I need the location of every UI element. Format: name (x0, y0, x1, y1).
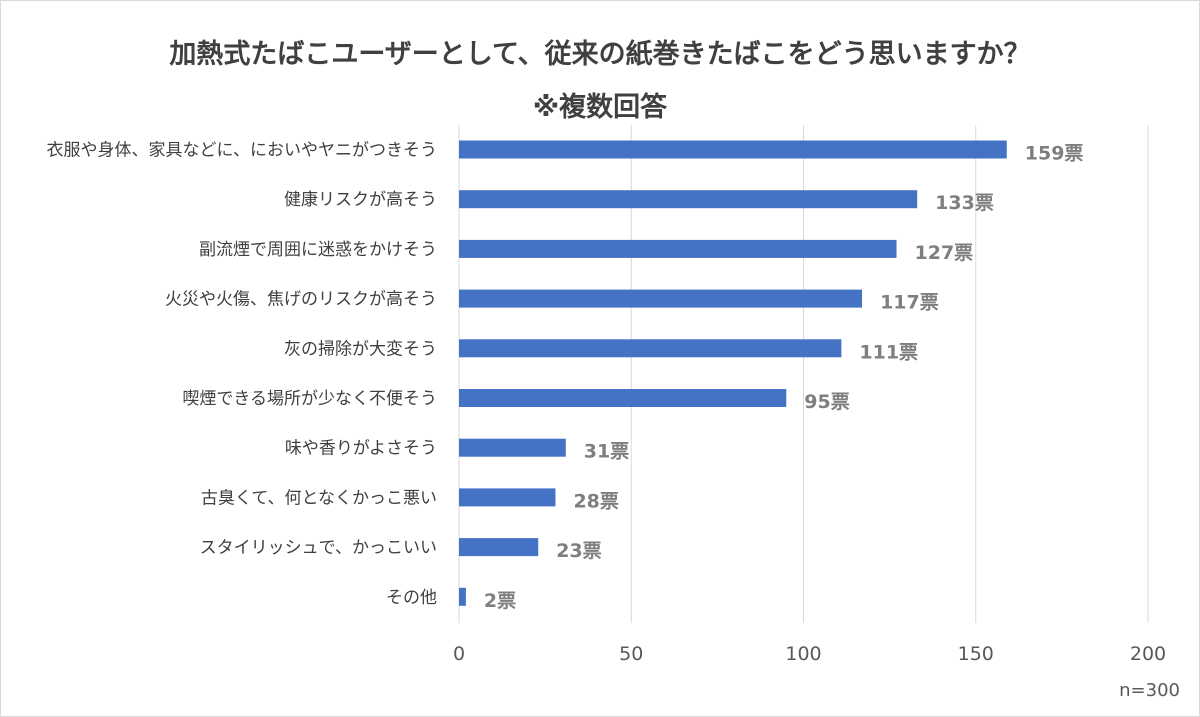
category-label: 健康リスクが高そう (284, 190, 437, 210)
value-label: 2票 (484, 590, 516, 612)
x-axis-ticks: 0 50 100 150 200 (453, 643, 1166, 665)
category-label: その他 (386, 588, 437, 608)
value-labels: 159票 133票 127票 117票 111票 95票 31票 28票 23票 2票 (484, 143, 1084, 612)
value-label: 127票 (915, 242, 974, 264)
value-label: 31票 (584, 441, 629, 463)
category-label: 火災や火傷、焦げのリスクが高そう (165, 290, 437, 310)
bar (459, 239, 897, 258)
bar (459, 488, 556, 507)
value-label: 111票 (859, 341, 918, 363)
bar (459, 289, 863, 308)
category-labels: 衣服や身体、家具などに、においやヤニがつきそう健康リスクが高そう副流煙で周囲に迷… (47, 141, 438, 608)
bar (459, 140, 1007, 159)
chart-subtitle: ※複数回答 (532, 92, 668, 123)
value-label: 28票 (573, 490, 618, 512)
x-tick-label: 150 (958, 643, 994, 665)
category-label: 副流煙で周囲に迷惑をかけそう (199, 240, 437, 260)
bar (459, 538, 539, 557)
category-label: 衣服や身体、家具などに、においやヤニがつきそう (47, 141, 438, 161)
x-tick-label: 50 (619, 643, 643, 665)
category-label: 喫煙できる場所が少なく不便そう (182, 389, 437, 409)
value-label: 23票 (556, 540, 601, 562)
bar (459, 389, 787, 407)
bar (459, 339, 842, 358)
bars (459, 140, 1007, 606)
bar (459, 190, 918, 209)
value-label: 95票 (804, 391, 849, 413)
x-tick-label: 200 (1130, 643, 1166, 665)
bar (459, 438, 566, 457)
category-label: 古臭くて、何となくかっこ悪い (201, 488, 437, 508)
bar (459, 587, 466, 606)
sample-size-note: n=300 (1119, 680, 1180, 701)
category-label: スタイリッシュで、かっこいい (200, 538, 437, 558)
value-label: 117票 (880, 292, 939, 314)
x-tick-label: 100 (785, 643, 821, 665)
category-label: 味や香りがよさそう (285, 439, 437, 459)
value-label: 159票 (1025, 143, 1084, 165)
x-tick-label: 0 (453, 643, 465, 665)
chart-title: 加熱式たばこユーザーとして、従来の紙巻きたばこをどう思いますか？ (169, 39, 1031, 70)
value-label: 133票 (935, 192, 994, 214)
category-label: 灰の掃除が大変そう (284, 339, 437, 359)
